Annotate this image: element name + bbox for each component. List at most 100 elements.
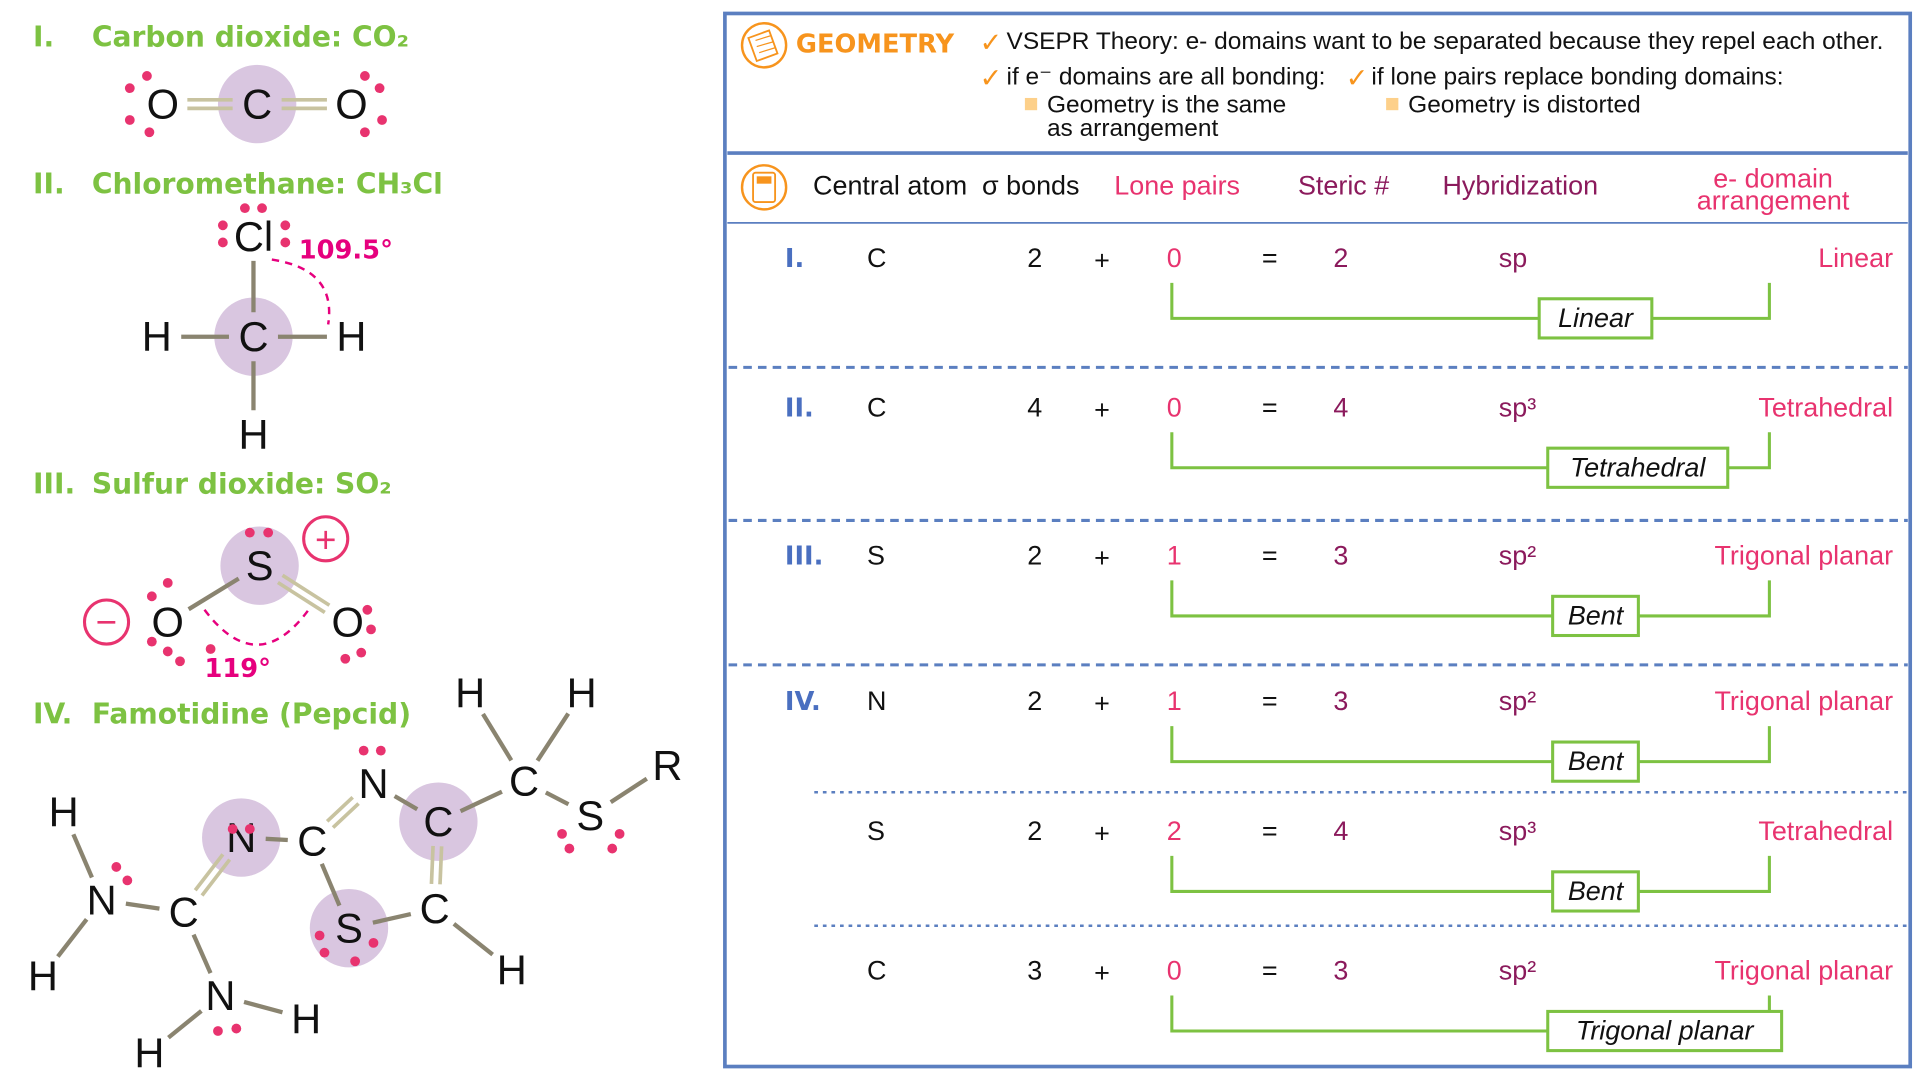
atom-label: R [652, 742, 682, 789]
single-bond [452, 922, 494, 957]
single-bond [481, 712, 514, 762]
single-bond [265, 836, 288, 843]
atom-label: H [134, 1030, 164, 1077]
lone-pair-dot [146, 636, 157, 647]
single-bond [56, 918, 89, 958]
table-row: IV. N 2 +1 = 3 sp² Trigonal planar Bent [785, 686, 1893, 783]
lone-pair-dot [368, 937, 379, 948]
central-atom: C [867, 392, 886, 422]
check-icon: ✓ [1346, 63, 1369, 94]
hybridization: sp² [1499, 686, 1536, 716]
lone-pair-dot [257, 203, 267, 214]
atom-highlight [399, 782, 478, 861]
lone-pair-sub: Geometry is distorted [1408, 92, 1641, 119]
angle-label: 109.5° [299, 235, 393, 265]
double-bond [193, 853, 225, 892]
single-bond [125, 901, 160, 911]
geometry-title: GEOMETRY [796, 30, 955, 60]
double-bond [200, 858, 232, 897]
hybridization: sp³ [1499, 816, 1536, 846]
molecular-geometry-box [1546, 1009, 1784, 1053]
single-bond [459, 789, 503, 814]
atom-label: C [169, 889, 199, 936]
single-bond [393, 794, 419, 812]
lone-pair-dot [162, 577, 173, 588]
equals-sign: = [1262, 956, 1278, 986]
atom-label: N [87, 877, 117, 924]
atom-label: H [336, 313, 366, 360]
molecular-geometry-box [1551, 870, 1640, 913]
lone-pair-dot [614, 828, 625, 839]
lone-pair-dot [240, 203, 250, 214]
molecular-geometry: Bent [1568, 876, 1625, 906]
row-numeral: II. [785, 393, 814, 423]
bracket [1170, 580, 1771, 618]
lone-pair-dot [280, 237, 291, 248]
notepad-icon [740, 22, 788, 69]
plus-sign: + [1094, 689, 1110, 719]
single-bond [243, 999, 284, 1015]
lone-pair-dot [557, 828, 567, 839]
double-bond [281, 573, 331, 607]
sigma-bonds: 2 [1027, 816, 1042, 846]
lone-pair-dot [375, 745, 386, 756]
arrangement: Trigonal planar [1714, 540, 1893, 570]
table-row: S 2 +2 = 4 sp³ Tetrahedral Bent [867, 816, 1893, 913]
table-row: III. S 2 +1 = 3 sp² Trigonal planar Bent [785, 540, 1893, 638]
central-atom: S [867, 816, 885, 846]
steric-number: 3 [1333, 956, 1348, 986]
atom-label: H [455, 670, 485, 717]
molecules-panel: I. Carbon dioxide: CO₂ II. Chloromethane: C… [28, 21, 683, 1077]
sigma-bonds: 2 [1027, 243, 1042, 273]
atom-highlight [309, 888, 389, 968]
equals-sign: = [1262, 243, 1278, 273]
atom-label: H [238, 411, 268, 458]
lone-pair-dot [356, 647, 367, 658]
atom-label: O [335, 81, 367, 128]
lone-pair-dot [263, 527, 274, 538]
lone-pair-dot [374, 83, 385, 94]
lone-pair-dot [162, 646, 173, 657]
atom-label: H [28, 952, 58, 999]
single-bond [544, 790, 570, 807]
lone-pair-dot [319, 947, 330, 958]
charge-label: + [315, 520, 336, 561]
molecular-geometry: Bent [1568, 600, 1625, 630]
bonding-sub: Geometry is the same [1047, 92, 1286, 119]
atom-label: O [152, 599, 184, 646]
lone-pair-dot [564, 843, 575, 854]
atom-label: H [49, 788, 79, 835]
lone-pair-dot [175, 656, 185, 667]
steric-number: 2 [1333, 243, 1348, 273]
lone-pair-dot [227, 824, 238, 834]
lone-pair-dot [142, 71, 152, 81]
steric-number: 3 [1333, 540, 1348, 570]
plus-sign: + [1094, 958, 1110, 988]
atom-label: C [238, 313, 268, 360]
molecular-geometry: Linear [1558, 303, 1634, 333]
angle-label: 119° [204, 654, 271, 684]
hybridization: sp [1499, 243, 1527, 273]
atom-label: H [567, 670, 597, 717]
table-row: I. C 2 +0 = 2 sp Linear Linear [785, 243, 1893, 340]
molecule-name: Famotidine (Pepcid) [92, 698, 411, 731]
negative-charge-icon [82, 598, 131, 646]
header-lone-pairs: Lone pairs [1114, 171, 1240, 201]
lone-pair-dot [122, 875, 133, 886]
atom-label: O [147, 81, 179, 128]
lone-pair-dot [146, 591, 157, 602]
header-arrangement: arrangement [1697, 185, 1850, 215]
equals-sign: = [1262, 392, 1278, 422]
header-sigma-bonds: σ bonds [982, 171, 1079, 201]
row-numeral: I. [785, 244, 804, 274]
equals-sign: = [1262, 816, 1278, 846]
arrangement: Tetrahedral [1758, 816, 1893, 846]
lone-pair-dot [314, 930, 325, 941]
atom-label: H [142, 313, 172, 360]
atom-label: C [297, 818, 327, 865]
charge-label: − [96, 602, 117, 643]
lone-pair-dot [244, 824, 255, 834]
lone-pair-dot [360, 127, 370, 138]
